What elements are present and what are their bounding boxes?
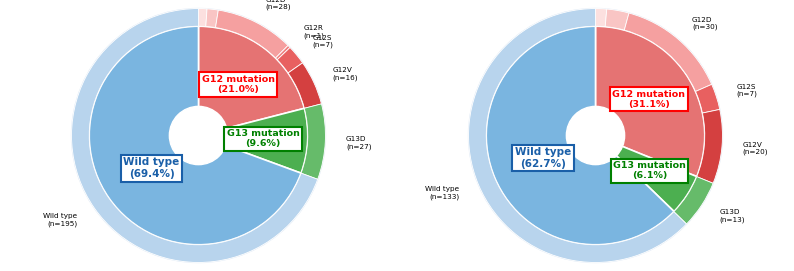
- Wedge shape: [486, 26, 674, 245]
- Circle shape: [71, 9, 326, 262]
- Text: G13D
(n=13): G13D (n=13): [719, 209, 745, 223]
- Wedge shape: [596, 26, 705, 177]
- Text: G13 mutation
(9.6%): G13 mutation (9.6%): [226, 129, 299, 149]
- Wedge shape: [605, 9, 629, 30]
- Wedge shape: [276, 46, 290, 60]
- Text: G12D
(n=28): G12D (n=28): [265, 0, 291, 11]
- Text: G12 mutation
(31.1%): G12 mutation (31.1%): [612, 90, 685, 109]
- Text: G13 mutation
(6.1%): G13 mutation (6.1%): [613, 161, 686, 180]
- Circle shape: [468, 9, 723, 262]
- Wedge shape: [696, 84, 719, 113]
- Wedge shape: [89, 26, 301, 245]
- Wedge shape: [198, 9, 207, 27]
- Wedge shape: [215, 10, 288, 58]
- Text: Wild type
(n=195): Wild type (n=195): [43, 213, 77, 227]
- Wedge shape: [596, 136, 697, 211]
- Text: Wild type
(69.4%): Wild type (69.4%): [123, 157, 179, 179]
- Text: G12D
(n=30): G12D (n=30): [692, 17, 718, 30]
- Text: G12 mutation
(21.0%): G12 mutation (21.0%): [202, 75, 275, 94]
- Text: Wild type
(n=133): Wild type (n=133): [426, 186, 460, 200]
- Wedge shape: [198, 108, 308, 173]
- Wedge shape: [277, 47, 303, 73]
- Wedge shape: [301, 104, 326, 179]
- Text: G12V
(n=20): G12V (n=20): [742, 142, 768, 155]
- Text: G12R
(n=1): G12R (n=1): [304, 25, 325, 39]
- Wedge shape: [596, 9, 607, 27]
- Wedge shape: [696, 109, 723, 183]
- Text: G12S
(n=7): G12S (n=7): [313, 35, 333, 49]
- Wedge shape: [624, 13, 711, 92]
- Wedge shape: [288, 63, 322, 108]
- Wedge shape: [468, 9, 687, 262]
- Text: G12V
(n=16): G12V (n=16): [333, 67, 358, 80]
- Wedge shape: [206, 9, 218, 28]
- Wedge shape: [198, 26, 304, 136]
- Circle shape: [566, 106, 625, 165]
- Text: G12S
(n=7): G12S (n=7): [736, 83, 757, 97]
- Wedge shape: [674, 177, 713, 224]
- Text: Wild type
(62.7%): Wild type (62.7%): [515, 147, 571, 169]
- Circle shape: [169, 106, 228, 165]
- Text: G13D
(n=27): G13D (n=27): [346, 136, 372, 150]
- Wedge shape: [71, 9, 318, 262]
